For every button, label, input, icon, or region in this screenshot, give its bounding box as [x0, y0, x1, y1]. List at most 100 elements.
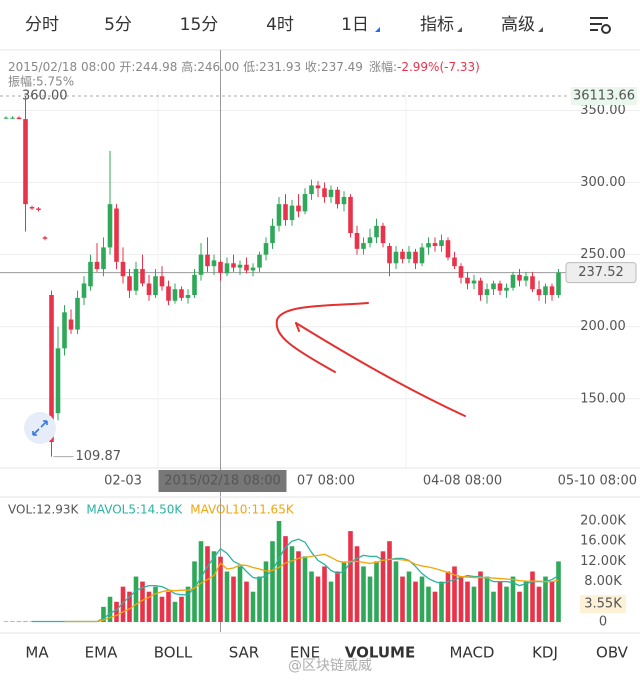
candle-body: [172, 289, 178, 301]
expand-button[interactable]: [24, 412, 56, 444]
candle-body: [374, 225, 379, 238]
indicator-tab[interactable]: MACD: [450, 644, 495, 662]
indicator-tab[interactable]: EMA: [85, 644, 118, 662]
dropdown-caret: [538, 27, 543, 32]
candle-body: [10, 117, 15, 119]
ref-label-box: [571, 87, 637, 106]
candle-body: [471, 280, 477, 284]
candle-body: [88, 261, 93, 287]
volume-bar: [348, 531, 353, 622]
candle-body: [68, 319, 74, 330]
indicator-tab[interactable]: KDJ: [532, 644, 558, 662]
candle-body: [120, 261, 126, 277]
volume-bar: [510, 576, 516, 622]
last-price-label: 237.52: [578, 265, 624, 280]
volume-bar: [484, 576, 490, 622]
candle-body: [419, 247, 425, 264]
amplitude: 振幅:5.75%: [8, 74, 74, 89]
volume-bar: [3, 621, 9, 622]
candle-body: [192, 274, 197, 295]
indicator-tab-bar: MA EMA BOLL SAR ENE VOLUME MACD KDJ OBV: [25, 644, 628, 662]
candle-body: [101, 247, 106, 270]
candle-body: [140, 269, 145, 284]
indicator-tab[interactable]: SAR: [229, 644, 259, 662]
candle-body: [367, 237, 373, 244]
volume-bar: [367, 576, 373, 622]
candle-body: [387, 245, 392, 264]
volume-bar: [250, 591, 256, 622]
price-chart: 150.00 200.00 250.00 300.00 350.00 360.00 3611…: [0, 50, 640, 632]
x-tick-label: 02-03: [104, 474, 142, 489]
volume-bar: [159, 596, 165, 622]
candle-body: [335, 189, 340, 205]
volume-bar: [302, 556, 308, 622]
tab[interactable]: 5分: [104, 15, 132, 35]
min-label: 109.87: [76, 449, 122, 464]
candle-body: [510, 274, 516, 288]
indicator-tab[interactable]: MA: [25, 644, 49, 662]
volume-bar: [556, 561, 561, 622]
indicator-tab[interactable]: BOLL: [154, 644, 193, 662]
volume-bar: [224, 571, 230, 622]
candle-body: [55, 348, 61, 414]
volume-bar: [517, 591, 522, 622]
volume-bar: [504, 586, 509, 622]
volume-bar: [439, 581, 444, 622]
candle-body: [504, 287, 509, 291]
volume-bar: [523, 581, 529, 622]
ohlc-info: 2015/02/18 08:00 开:244.98 高:246.00 低:231…: [8, 59, 363, 74]
tab[interactable]: 1日: [341, 15, 369, 35]
annotation-arrow: [275, 302, 466, 417]
candle-body: [114, 208, 119, 262]
volume-bar: [198, 541, 204, 622]
volume-bar: [185, 586, 191, 622]
volume-bar: [549, 581, 555, 622]
candle-body: [263, 243, 269, 255]
volume-bar: [172, 601, 178, 622]
tab[interactable]: 指标: [420, 15, 454, 35]
change-value: -2.99%(-7.33): [397, 60, 480, 74]
candle-body: [517, 274, 522, 281]
candle-body: [413, 251, 418, 264]
indicator-tab[interactable]: OBV: [596, 644, 629, 662]
candle-body: [556, 272, 561, 295]
candle-body: [153, 276, 158, 295]
volume-bar: [458, 576, 464, 622]
candle-body: [465, 277, 470, 284]
candle-body: [380, 225, 386, 244]
volume-bar: [315, 576, 321, 622]
change-label: 涨幅:: [369, 59, 397, 74]
volume-bar: [341, 561, 347, 622]
volume-bar: [231, 576, 236, 622]
volume-bar: [153, 586, 158, 622]
candle-body: [530, 276, 535, 290]
volume-bar: [107, 596, 113, 622]
tab[interactable]: 4时: [266, 15, 294, 35]
volume-bar: [335, 571, 340, 622]
tab[interactable]: 分时: [25, 15, 59, 35]
candle-body: [224, 263, 230, 274]
volume-bar: [361, 566, 366, 622]
candle-body: [432, 243, 438, 246]
candle-body: [166, 286, 171, 301]
candle-body: [439, 240, 444, 246]
candle-body: [179, 289, 184, 298]
indicator-tab[interactable]: VOLUME: [345, 644, 415, 662]
volume-bar: [406, 571, 412, 622]
candle-body: [107, 204, 113, 248]
volume-bar: [120, 586, 126, 622]
candle-body: [315, 185, 321, 189]
volume-bar: [133, 576, 139, 622]
settings-icon[interactable]: [590, 17, 611, 34]
volume-bar: [192, 561, 197, 622]
indicator-tab[interactable]: ENE: [290, 644, 320, 662]
candle-body: [244, 264, 249, 271]
volume-bar: [432, 591, 438, 622]
tab[interactable]: 高级: [501, 15, 535, 35]
volume-bar: [322, 566, 327, 622]
crosshair-label: 2015/02/18 08:00: [164, 474, 281, 489]
crosshair-label-box: [158, 470, 287, 492]
legend-entry: VOL:12.93K: [8, 503, 80, 517]
tab[interactable]: 15分: [180, 15, 219, 35]
volume-bar: [289, 546, 295, 622]
